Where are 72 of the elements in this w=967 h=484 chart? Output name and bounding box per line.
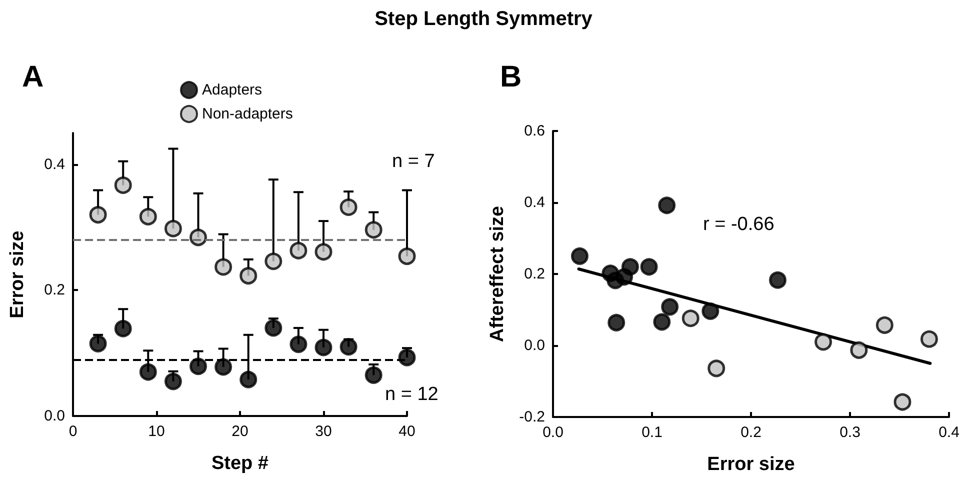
x-tick-label: 0.1 — [642, 424, 662, 441]
x-tick-label: 10 — [148, 423, 165, 440]
x-tick-label: 0.0 — [542, 424, 564, 441]
annotation: n = 12 — [385, 384, 438, 405]
x-axis-title: Error size — [707, 454, 795, 475]
point — [850, 341, 868, 359]
point — [398, 348, 416, 366]
point — [640, 258, 658, 276]
point — [214, 258, 232, 276]
point — [89, 334, 107, 352]
x-tick-label: 0.2 — [740, 424, 762, 441]
point — [240, 370, 258, 388]
point — [398, 248, 416, 266]
y-tick-label: 0.0 — [44, 408, 65, 424]
point — [876, 316, 894, 334]
point — [114, 176, 132, 194]
point — [214, 358, 232, 376]
x-tick-label: 0.3 — [840, 424, 860, 441]
point — [364, 366, 382, 384]
y-tick-label: 0.4 — [44, 156, 65, 173]
legend-label: Adapters — [202, 82, 262, 98]
point — [814, 333, 832, 351]
y-tick-label: 0.4 — [524, 194, 545, 211]
point — [340, 338, 358, 356]
point — [114, 320, 132, 338]
point — [653, 313, 671, 331]
point — [290, 336, 308, 354]
point — [661, 298, 679, 316]
point — [340, 198, 358, 216]
point — [708, 360, 726, 378]
y-tick-label: 0.2 — [44, 282, 65, 299]
point — [139, 208, 157, 226]
point — [240, 267, 258, 285]
x-tick-label: 20 — [232, 423, 248, 440]
point — [264, 319, 282, 337]
y-axis-title: Aftereffect size — [487, 206, 508, 342]
point — [164, 220, 182, 238]
annotation: n = 7 — [392, 151, 435, 172]
x-axis-title: Step # — [211, 453, 269, 474]
x-tick-label: 30 — [315, 423, 332, 440]
legend-label: Non-adapters — [202, 106, 293, 122]
y-tick-label: 0.0 — [524, 337, 545, 354]
x-tick-label: 40 — [398, 423, 416, 440]
point — [570, 247, 588, 265]
point — [89, 206, 107, 224]
point — [190, 228, 207, 246]
point — [894, 393, 912, 411]
point — [264, 252, 282, 270]
point — [314, 338, 332, 356]
point — [658, 196, 676, 214]
y-tick-label: 0.2 — [524, 266, 545, 282]
point — [164, 372, 182, 390]
chart-subtitle: B — [500, 60, 522, 94]
point — [682, 310, 700, 328]
point — [139, 363, 157, 381]
chart-subtitle: A — [22, 60, 44, 94]
point — [920, 330, 938, 348]
y-tick-label: -0.2 — [519, 408, 545, 426]
point — [290, 242, 308, 260]
point — [768, 271, 786, 289]
point — [702, 302, 720, 320]
text: Step Length Symmetry — [374, 8, 594, 31]
x-tick-label: 0.4 — [938, 424, 960, 441]
point — [621, 258, 639, 276]
x-tick-label: 0 — [68, 423, 78, 440]
annotation: r = -0.66 — [703, 214, 774, 235]
point — [608, 314, 626, 332]
point — [314, 243, 332, 261]
point — [364, 221, 382, 239]
y-tick-label: 0.6 — [524, 122, 545, 140]
y-axis-title: Error size — [7, 230, 28, 318]
point — [190, 358, 207, 376]
